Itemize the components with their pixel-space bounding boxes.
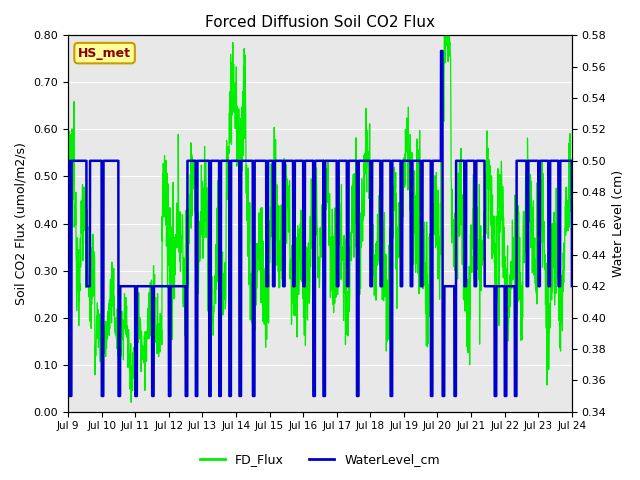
Legend: FD_Flux, WaterLevel_cm: FD_Flux, WaterLevel_cm [195, 448, 445, 471]
Title: Forced Diffusion Soil CO2 Flux: Forced Diffusion Soil CO2 Flux [205, 15, 435, 30]
Y-axis label: Water Level (cm): Water Level (cm) [612, 170, 625, 277]
Y-axis label: Soil CO2 Flux (umol/m2/s): Soil CO2 Flux (umol/m2/s) [15, 142, 28, 305]
Text: HS_met: HS_met [78, 47, 131, 60]
